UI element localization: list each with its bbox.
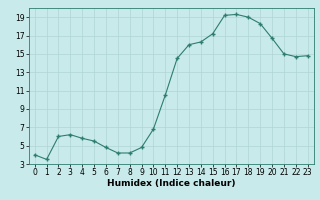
X-axis label: Humidex (Indice chaleur): Humidex (Indice chaleur) bbox=[107, 179, 236, 188]
